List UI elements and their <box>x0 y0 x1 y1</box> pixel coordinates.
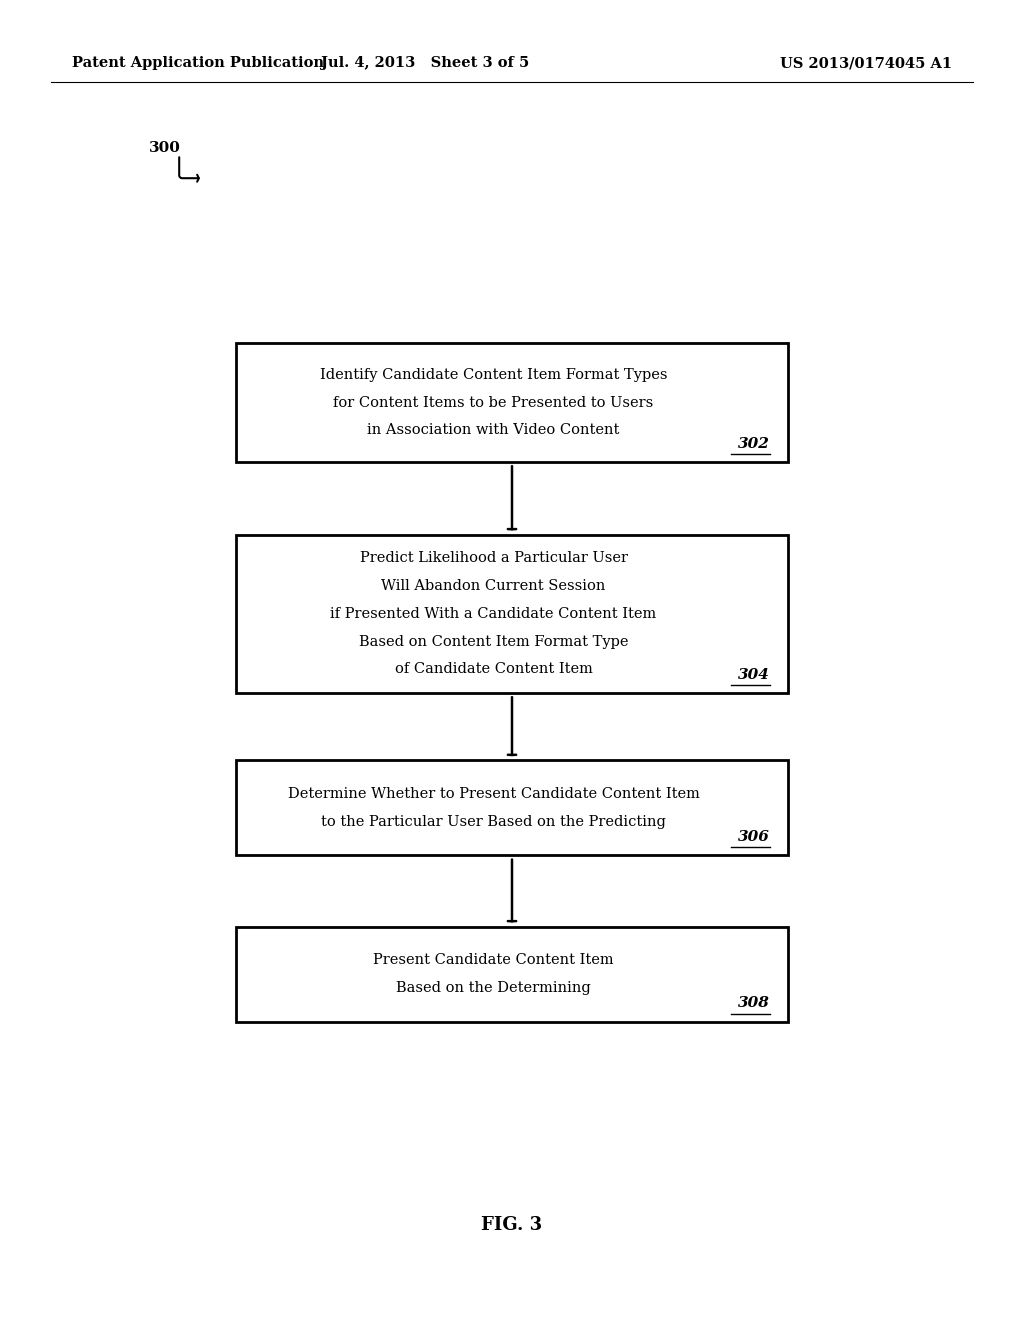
FancyBboxPatch shape <box>236 927 788 1022</box>
Text: 308: 308 <box>738 997 770 1010</box>
Text: 304: 304 <box>738 668 770 681</box>
Text: if Presented With a Candidate Content Item: if Presented With a Candidate Content It… <box>331 607 656 620</box>
Text: Jul. 4, 2013   Sheet 3 of 5: Jul. 4, 2013 Sheet 3 of 5 <box>321 57 529 70</box>
Text: Identify Candidate Content Item Format Types: Identify Candidate Content Item Format T… <box>319 368 668 381</box>
Text: Determine Whether to Present Candidate Content Item: Determine Whether to Present Candidate C… <box>288 787 699 801</box>
Text: for Content Items to be Presented to Users: for Content Items to be Presented to Use… <box>334 396 653 409</box>
Text: to the Particular User Based on the Predicting: to the Particular User Based on the Pred… <box>322 814 666 829</box>
Text: in Association with Video Content: in Association with Video Content <box>368 424 620 437</box>
FancyBboxPatch shape <box>236 760 788 855</box>
Text: FIG. 3: FIG. 3 <box>481 1216 543 1234</box>
Text: 306: 306 <box>738 830 770 843</box>
Text: Predict Likelihood a Particular User: Predict Likelihood a Particular User <box>359 552 628 565</box>
FancyBboxPatch shape <box>236 535 788 693</box>
Text: Will Abandon Current Session: Will Abandon Current Session <box>381 579 606 593</box>
Text: 302: 302 <box>738 437 770 450</box>
Text: Based on the Determining: Based on the Determining <box>396 981 591 995</box>
Text: Present Candidate Content Item: Present Candidate Content Item <box>374 953 613 968</box>
Text: 300: 300 <box>148 141 180 154</box>
Text: US 2013/0174045 A1: US 2013/0174045 A1 <box>780 57 952 70</box>
Text: of Candidate Content Item: of Candidate Content Item <box>394 663 593 676</box>
Text: Patent Application Publication: Patent Application Publication <box>72 57 324 70</box>
Text: Based on Content Item Format Type: Based on Content Item Format Type <box>358 635 629 648</box>
FancyBboxPatch shape <box>236 343 788 462</box>
